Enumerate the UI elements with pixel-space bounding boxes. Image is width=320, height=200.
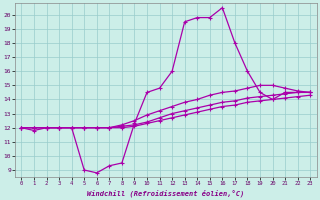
X-axis label: Windchill (Refroidissement éolien,°C): Windchill (Refroidissement éolien,°C) bbox=[87, 189, 244, 197]
